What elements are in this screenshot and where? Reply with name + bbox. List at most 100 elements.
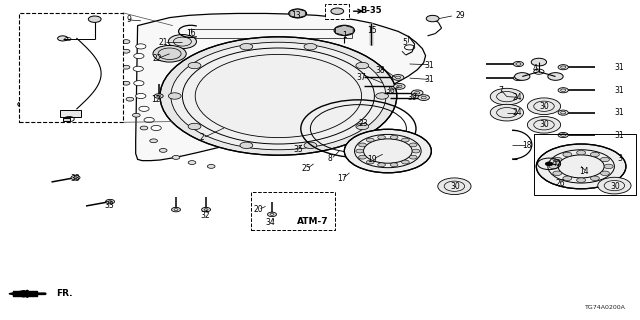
Circle shape xyxy=(188,62,201,69)
Circle shape xyxy=(58,36,68,41)
Circle shape xyxy=(331,8,344,14)
Text: 36: 36 xyxy=(385,86,396,95)
Circle shape xyxy=(438,178,471,195)
Circle shape xyxy=(133,66,143,71)
Circle shape xyxy=(545,162,553,166)
Circle shape xyxy=(598,177,631,194)
Text: 6: 6 xyxy=(26,99,31,108)
Text: 40: 40 xyxy=(552,159,562,168)
Circle shape xyxy=(358,155,366,159)
Text: 31: 31 xyxy=(614,86,625,95)
Text: 31: 31 xyxy=(614,63,625,72)
Circle shape xyxy=(139,106,149,111)
Text: 15: 15 xyxy=(367,26,378,35)
Text: 33: 33 xyxy=(64,115,74,124)
Text: 13: 13 xyxy=(291,11,301,20)
Text: 10: 10 xyxy=(32,63,42,72)
Circle shape xyxy=(536,144,626,189)
Text: 31: 31 xyxy=(614,108,625,117)
Text: 9: 9 xyxy=(127,15,132,24)
Circle shape xyxy=(358,143,366,147)
Circle shape xyxy=(563,176,572,180)
Circle shape xyxy=(558,65,568,70)
Circle shape xyxy=(600,171,609,176)
Circle shape xyxy=(171,42,386,150)
Circle shape xyxy=(553,157,562,162)
FancyBboxPatch shape xyxy=(19,13,123,122)
Circle shape xyxy=(577,178,586,182)
Polygon shape xyxy=(9,291,24,297)
Circle shape xyxy=(150,139,157,143)
Text: 4: 4 xyxy=(532,64,538,73)
Circle shape xyxy=(126,97,134,101)
Text: TG74A0200A: TG74A0200A xyxy=(585,305,626,310)
Text: 39: 39 xyxy=(407,93,417,102)
Circle shape xyxy=(590,152,600,157)
Polygon shape xyxy=(290,9,305,18)
Circle shape xyxy=(160,37,397,155)
Circle shape xyxy=(240,142,253,148)
Circle shape xyxy=(122,81,130,85)
Circle shape xyxy=(69,115,78,119)
Circle shape xyxy=(490,104,524,121)
Text: 26: 26 xyxy=(556,179,566,188)
Circle shape xyxy=(513,76,524,81)
Circle shape xyxy=(240,44,253,50)
Text: 37: 37 xyxy=(356,73,366,82)
Circle shape xyxy=(134,53,144,59)
Circle shape xyxy=(367,138,374,142)
Circle shape xyxy=(527,98,561,115)
Circle shape xyxy=(390,135,398,139)
Circle shape xyxy=(378,135,385,139)
Circle shape xyxy=(490,88,524,105)
Text: 24: 24 xyxy=(512,93,522,102)
Text: B-35: B-35 xyxy=(360,6,382,15)
Circle shape xyxy=(304,44,317,50)
Text: 17: 17 xyxy=(337,174,347,183)
Circle shape xyxy=(527,116,561,133)
Text: 38: 38 xyxy=(375,66,385,75)
FancyBboxPatch shape xyxy=(60,110,81,117)
Circle shape xyxy=(33,88,46,94)
Text: 31: 31 xyxy=(614,131,625,140)
Circle shape xyxy=(356,123,369,130)
Circle shape xyxy=(401,160,409,164)
Circle shape xyxy=(531,58,547,66)
Circle shape xyxy=(154,94,163,98)
Circle shape xyxy=(401,138,409,142)
Circle shape xyxy=(71,175,80,180)
Circle shape xyxy=(207,164,215,168)
Text: 19: 19 xyxy=(367,155,378,164)
Circle shape xyxy=(159,148,167,152)
Circle shape xyxy=(202,207,211,212)
Circle shape xyxy=(410,143,417,147)
Circle shape xyxy=(172,207,180,212)
Circle shape xyxy=(412,90,423,96)
Circle shape xyxy=(122,40,130,44)
Text: 31: 31 xyxy=(424,75,434,84)
Circle shape xyxy=(558,110,568,115)
Text: 20: 20 xyxy=(253,205,264,214)
Circle shape xyxy=(344,129,431,173)
Circle shape xyxy=(577,150,586,155)
Text: 23: 23 xyxy=(358,119,369,128)
Text: 31: 31 xyxy=(424,61,434,70)
Circle shape xyxy=(356,149,364,153)
Circle shape xyxy=(548,73,563,80)
Circle shape xyxy=(172,156,180,159)
Circle shape xyxy=(558,132,568,138)
Circle shape xyxy=(334,25,355,36)
Circle shape xyxy=(136,93,146,99)
Polygon shape xyxy=(335,25,353,36)
Circle shape xyxy=(604,164,613,169)
Text: 21: 21 xyxy=(159,38,168,47)
Text: 1: 1 xyxy=(342,31,347,40)
Circle shape xyxy=(600,157,609,162)
Text: 22: 22 xyxy=(153,54,162,63)
Circle shape xyxy=(268,212,276,217)
Text: 11: 11 xyxy=(97,14,106,23)
Circle shape xyxy=(418,95,429,100)
Circle shape xyxy=(378,163,385,167)
Circle shape xyxy=(151,125,161,131)
Text: 33: 33 xyxy=(104,201,114,210)
